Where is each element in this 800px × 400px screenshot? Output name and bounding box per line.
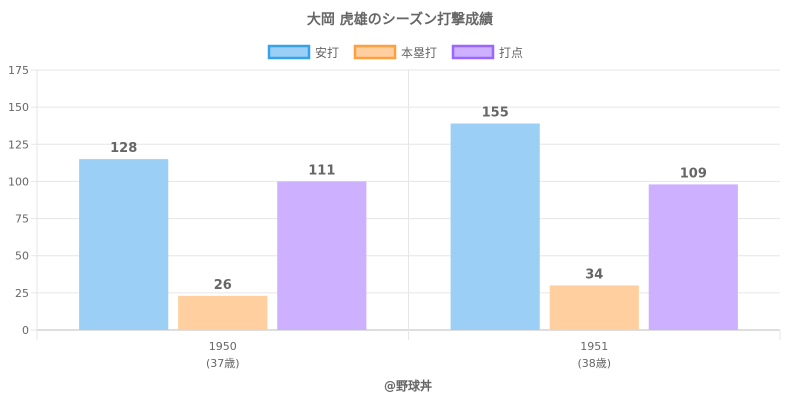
x-tick-label: 1950 [209,340,237,353]
chart-title: 大岡 虎雄のシーズン打撃成績 [307,11,493,28]
y-tick-label: 175 [8,64,29,77]
y-tick-label: 50 [15,250,29,263]
legend-label: 打点 [499,46,523,60]
legend: 安打 本塁打 打点 [267,44,523,60]
legend-swatch [451,44,495,60]
data-label: 26 [214,278,232,293]
legend-label: 本塁打 [401,46,437,60]
x-tick-sublabel: (37歳) [206,357,240,370]
bar[interactable] [79,159,169,330]
footer-credit: @野球丼 [384,378,432,393]
bar[interactable] [178,295,268,330]
y-tick-label: 150 [8,101,29,114]
legend-item[interactable]: 本塁打 [353,44,437,60]
y-tick-label: 100 [8,175,29,188]
bar[interactable] [648,184,738,330]
legend-swatch [267,44,311,60]
x-tick-sublabel: (38歳) [577,357,611,370]
y-tick-label: 0 [22,324,29,337]
data-label: 155 [482,105,509,120]
data-label: 34 [585,267,603,282]
data-label: 128 [110,141,137,156]
data-labels: 128 26 111 155 34 109 [110,105,707,292]
y-tick-label: 75 [15,213,29,226]
x-tick-label: 1951 [580,340,608,353]
bar[interactable] [277,181,367,330]
bar[interactable] [450,123,540,330]
legend-label: 安打 [315,45,339,60]
y-tick-label: 25 [15,287,29,300]
bars [79,123,738,330]
legend-swatch [353,44,397,60]
data-label: 111 [308,163,335,178]
legend-item[interactable]: 打点 [451,44,523,60]
bar[interactable] [549,285,639,330]
data-label: 109 [680,166,707,181]
axes: 0 25 50 75 100 125 150 175 1950 (37歳) 1951 (38歳) [8,64,611,370]
y-tick-label: 125 [8,138,29,151]
legend-item[interactable]: 安打 [267,44,339,60]
